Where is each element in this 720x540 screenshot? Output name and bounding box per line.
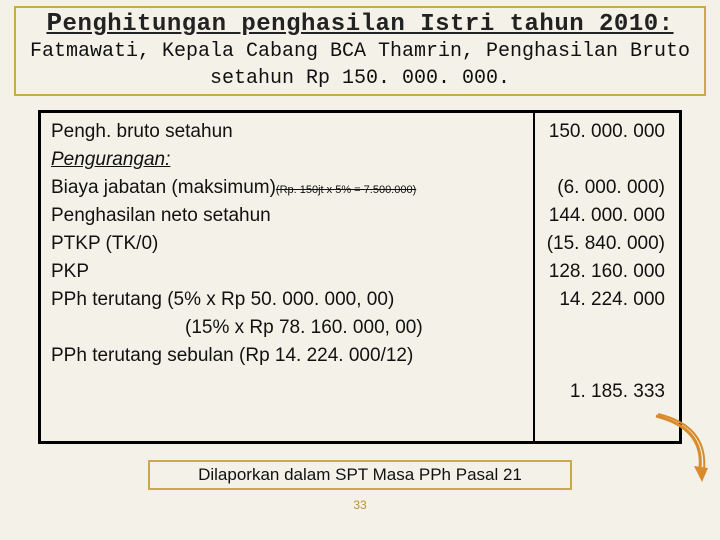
footer-text: Dilaporkan dalam SPT Masa PPh Pasal 21 (198, 465, 522, 485)
label-pph-15: (15% x Rp 78. 160. 000, 00) (51, 317, 529, 339)
page-number: 33 (0, 498, 720, 512)
row-pph-sebulan: PPh terutang sebulan (Rp 14. 224. 000/12… (51, 345, 671, 367)
row-pph-15: (15% x Rp 78. 160. 000, 00) (51, 317, 671, 339)
value-empty-1 (529, 149, 671, 171)
label-biaya-a: Biaya jabatan (maksimum) (51, 177, 276, 198)
row-neto: Penghasilan neto setahun 144. 000. 000 (51, 205, 671, 227)
label-ptkp: PTKP (TK/0) (51, 233, 529, 255)
row-pengurangan: Pengurangan: (51, 149, 671, 171)
label-biaya-jabatan: Biaya jabatan (maksimum)(Rp. 150jt x 5% … (51, 177, 529, 199)
row-ptkp: PTKP (TK/0) (15. 840. 000) (51, 233, 671, 255)
subtitle-line2: setahun Rp 150. 000. 000. (210, 67, 510, 90)
value-ptkp: (15. 840. 000) (529, 233, 671, 255)
row-pkp: PKP 128. 160. 000 (51, 261, 671, 283)
value-bruto: 150. 000. 000 (529, 121, 671, 143)
row-bruto: Pengh. bruto setahun 150. 000. 000 (51, 121, 671, 143)
label-pph-sebulan: PPh terutang sebulan (Rp 14. 224. 000/12… (51, 345, 529, 367)
curved-arrow-icon (650, 412, 710, 492)
value-neto: 144. 000. 000 (529, 205, 671, 227)
calculation-box: Pengh. bruto setahun 150. 000. 000 Pengu… (38, 110, 682, 444)
title-text: enghitungan penghasilan Istri tahun 2010… (63, 11, 674, 38)
label-neto: Penghasilan neto setahun (51, 205, 529, 227)
value-pph-total: 14. 224. 000 (529, 289, 671, 311)
subtitle: Fatmawati, Kepala Cabang BCA Thamrin, Pe… (0, 38, 720, 92)
row-result: 1. 185. 333 (51, 381, 671, 403)
row-biaya-jabatan: Biaya jabatan (maksimum)(Rp. 150jt x 5% … (51, 177, 671, 199)
row-pph-5: PPh terutang (5% x Rp 50. 000. 000, 00) … (51, 289, 671, 311)
label-bruto: Pengh. bruto setahun (51, 121, 529, 143)
value-pkp: 128. 160. 000 (529, 261, 671, 283)
value-biaya-jabatan: (6. 000. 000) (529, 177, 671, 199)
label-pph-5: PPh terutang (5% x Rp 50. 000. 000, 00) (51, 289, 529, 311)
label-pkp: PKP (51, 261, 529, 283)
subtitle-line1: Fatmawati, Kepala Cabang BCA Thamrin, Pe… (30, 40, 690, 63)
label-biaya-b: (Rp. 150jt x 5% = 7.500.000) (276, 184, 416, 196)
label-pengurangan: Pengurangan: (51, 149, 529, 171)
value-empty-3 (529, 345, 671, 367)
footer-frame: Dilaporkan dalam SPT Masa PPh Pasal 21 (148, 460, 572, 490)
value-pph-sebulan: 1. 185. 333 (529, 381, 671, 403)
value-empty-2 (529, 317, 671, 339)
label-empty (51, 381, 529, 403)
page-title: Penghitungan penghasilan Istri tahun 201… (0, 8, 720, 38)
